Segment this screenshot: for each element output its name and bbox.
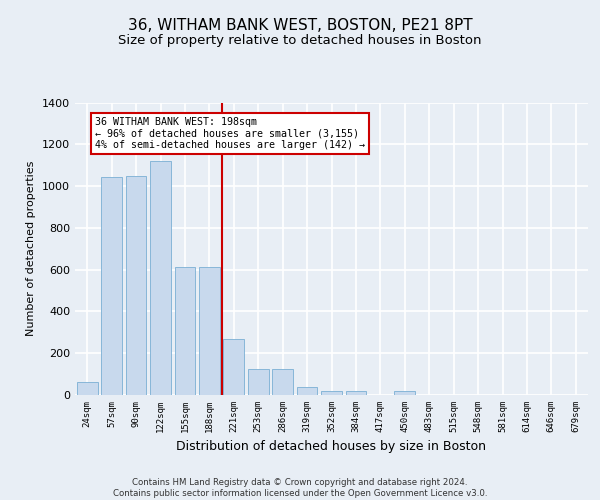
Bar [175, 266, 196, 395]
Y-axis label: Number of detached properties: Number of detached properties [26, 161, 37, 336]
Bar [77, 382, 98, 395]
Bar [394, 391, 415, 395]
Bar [150, 161, 171, 395]
Bar [248, 369, 269, 395]
Text: Size of property relative to detached houses in Boston: Size of property relative to detached ho… [118, 34, 482, 47]
Bar [272, 369, 293, 395]
Bar [125, 176, 146, 395]
Bar [199, 266, 220, 395]
Bar [296, 386, 317, 395]
Bar [346, 391, 367, 395]
X-axis label: Distribution of detached houses by size in Boston: Distribution of detached houses by size … [176, 440, 487, 454]
Bar [223, 338, 244, 395]
Bar [101, 176, 122, 395]
Text: 36, WITHAM BANK WEST, BOSTON, PE21 8PT: 36, WITHAM BANK WEST, BOSTON, PE21 8PT [128, 18, 472, 32]
Text: 36 WITHAM BANK WEST: 198sqm
← 96% of detached houses are smaller (3,155)
4% of s: 36 WITHAM BANK WEST: 198sqm ← 96% of det… [95, 117, 365, 150]
Text: Contains HM Land Registry data © Crown copyright and database right 2024.
Contai: Contains HM Land Registry data © Crown c… [113, 478, 487, 498]
Bar [321, 391, 342, 395]
